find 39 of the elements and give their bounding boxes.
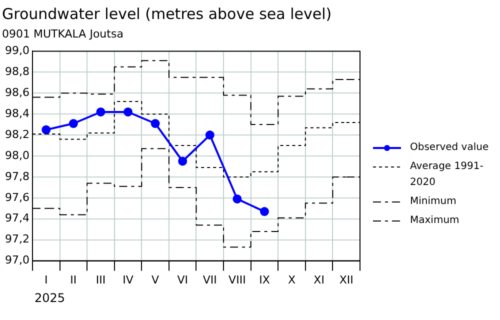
legend-label: Observed value: [410, 141, 489, 155]
y-tick-label: 97,8: [4, 170, 30, 183]
x-tick-label: XI: [314, 273, 324, 286]
legend-label: Maximum: [410, 214, 460, 228]
x-tick-label: II: [70, 273, 77, 286]
x-tick-label: III: [96, 273, 106, 286]
chart-title: Groundwater level (metres above sea level): [2, 4, 332, 23]
x-tick-label: I: [44, 273, 48, 286]
y-tick-label: 98,4: [4, 106, 30, 120]
x-tick-label: IV: [122, 273, 134, 286]
point: [150, 119, 160, 128]
y-tick-label: 98,6: [4, 86, 30, 99]
y-tick-label: 98,2: [4, 128, 30, 141]
y-tick-label: 98,8: [4, 65, 30, 78]
chart-subtitle: 0901 MUTKALA Joutsa: [2, 27, 124, 40]
point: [68, 119, 78, 128]
point: [260, 207, 269, 216]
x-tick-label: VI: [177, 273, 188, 286]
y-tick-label: 97,2: [4, 232, 30, 246]
legend-label: Average 1991-2020: [410, 160, 484, 190]
point: [232, 194, 242, 204]
point: [124, 107, 133, 116]
point: [42, 125, 51, 134]
y-tick-label: 97,0: [4, 254, 30, 267]
x-tick-label: XII: [339, 273, 354, 286]
x-tick-label: V: [152, 273, 160, 286]
legend-label: Minimum: [410, 195, 456, 209]
y-tick-label: 97,4: [4, 212, 30, 225]
y-tick-label: 99,0: [4, 44, 30, 58]
x-tick-label: X: [288, 273, 296, 286]
y-tick-label: 97,6: [4, 190, 30, 204]
point: [178, 156, 188, 166]
x-tick-label: VII: [202, 273, 217, 286]
point: [205, 130, 214, 140]
x-tick-label: VIII: [228, 273, 246, 286]
x-tick-label: IX: [259, 273, 270, 286]
text: 2025: [34, 290, 66, 305]
y-tick-label: 98,0: [4, 148, 30, 162]
point: [96, 107, 106, 116]
